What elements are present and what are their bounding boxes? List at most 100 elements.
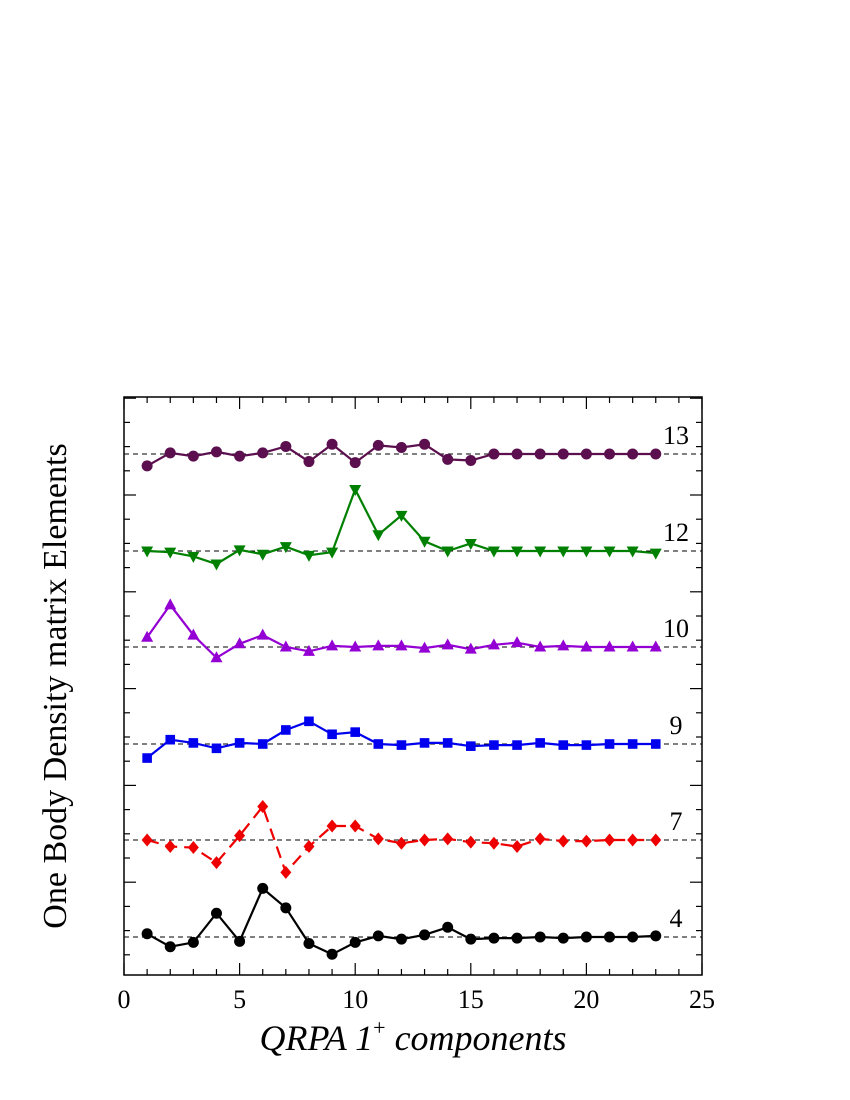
series-label: 7 [670, 807, 683, 836]
x-tick-label: 20 [573, 985, 599, 1014]
data-point [627, 448, 639, 460]
data-point [395, 933, 407, 945]
data-point [604, 739, 615, 749]
data-point [326, 948, 338, 960]
data-point [165, 734, 176, 745]
data-point [141, 928, 153, 940]
data-point [141, 833, 153, 847]
data-point [487, 638, 500, 650]
data-point [511, 636, 524, 648]
data-point [650, 930, 662, 942]
x-tick-label: 10 [342, 985, 368, 1014]
data-point [580, 546, 593, 558]
series-9 [142, 716, 661, 763]
data-point [511, 448, 523, 460]
data-point [395, 510, 408, 522]
data-point [419, 929, 431, 941]
data-point [395, 442, 407, 454]
data-point [580, 834, 592, 848]
data-point [626, 640, 639, 652]
data-point [396, 740, 407, 750]
data-point [280, 902, 292, 914]
data-point [604, 833, 616, 847]
series-4 [141, 882, 662, 960]
data-point [257, 882, 269, 894]
data-point [234, 935, 246, 947]
baseline-lines [124, 453, 702, 938]
data-point [210, 559, 223, 571]
data-point [211, 743, 222, 754]
data-point [187, 551, 200, 563]
data-point [603, 546, 616, 558]
data-point [534, 832, 546, 846]
x-tick-labels: 0 5 10 15 20 25 [118, 985, 716, 1014]
data-point [349, 640, 362, 652]
data-point [626, 546, 639, 558]
data-point [627, 739, 638, 749]
data-point [488, 836, 500, 850]
data-point [187, 450, 199, 462]
data-point [512, 740, 522, 750]
data-point [511, 839, 523, 853]
data-point [234, 450, 246, 462]
data-point [604, 931, 616, 943]
x-tick-label: 5 [233, 985, 246, 1014]
data-point [466, 741, 476, 751]
data-point [256, 549, 269, 561]
data-point [164, 547, 177, 559]
series-layer [141, 438, 662, 960]
data-point [603, 640, 616, 652]
data-point [303, 839, 315, 853]
series-13 [141, 438, 662, 472]
data-point [164, 447, 176, 459]
data-point [534, 448, 546, 460]
data-point [302, 644, 315, 656]
data-point [557, 834, 569, 848]
data-point [142, 753, 152, 763]
data-point [442, 921, 454, 933]
data-point [279, 640, 292, 652]
data-point [534, 640, 547, 652]
data-point [256, 628, 269, 640]
data-point [349, 457, 361, 469]
data-point [511, 932, 523, 944]
series-line [146, 720, 656, 759]
data-point [489, 740, 499, 750]
data-point [464, 538, 477, 550]
series-line [147, 486, 656, 566]
data-point [187, 936, 199, 948]
x-tick-label: 0 [118, 985, 131, 1014]
series-12 [141, 484, 662, 571]
data-point [441, 546, 454, 558]
data-point [372, 439, 384, 451]
data-point [279, 542, 292, 554]
data-point [558, 740, 569, 750]
data-point [511, 546, 524, 558]
data-point [349, 936, 361, 948]
data-point [257, 800, 269, 814]
data-point [164, 941, 176, 953]
data-point [487, 546, 500, 558]
data-point [280, 440, 292, 452]
data-point [281, 725, 291, 735]
data-point [419, 738, 430, 748]
data-point [488, 448, 500, 460]
data-point [188, 738, 199, 748]
x-tick-label: 15 [458, 985, 484, 1014]
y-axis-label: One Body Density matrix Elements [37, 443, 74, 928]
data-point [580, 448, 592, 460]
data-point [442, 832, 454, 846]
data-point [604, 448, 616, 460]
data-point [210, 856, 222, 870]
data-point [234, 829, 246, 843]
data-point [349, 484, 362, 496]
data-point [395, 639, 408, 651]
series-7 [141, 800, 662, 879]
data-point [418, 641, 431, 653]
data-point [210, 907, 222, 919]
data-point [234, 738, 245, 748]
data-point [464, 642, 477, 654]
series-labels: 4 7 9 10 12 13 [663, 421, 689, 933]
data-point [557, 546, 570, 558]
